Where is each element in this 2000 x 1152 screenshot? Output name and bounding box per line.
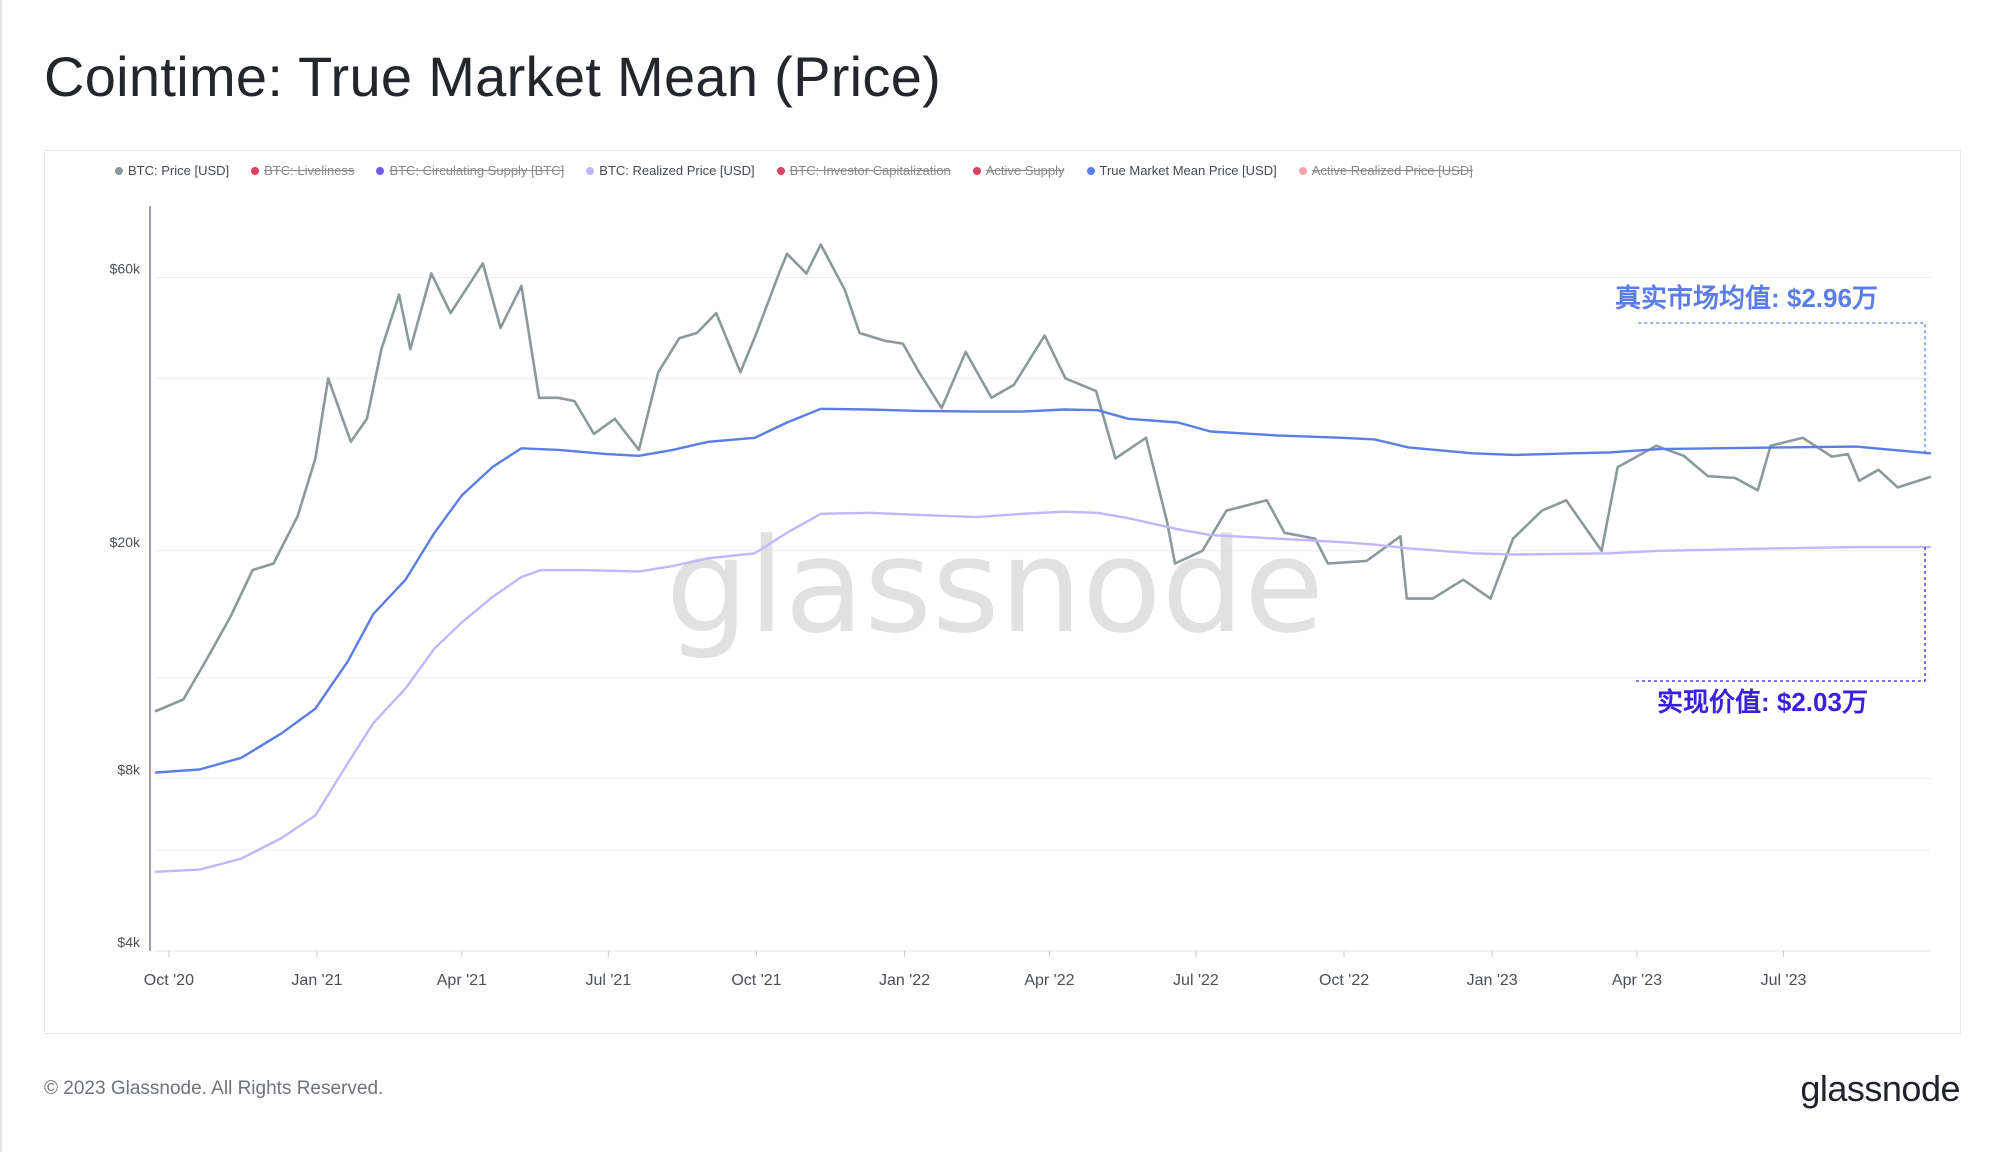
legend-label: True Market Mean Price [USD] xyxy=(1099,163,1277,178)
true-market-mean-line xyxy=(154,407,1932,774)
tmm-annotation-connector xyxy=(1635,322,1926,454)
x-tick-label: Jul '23 xyxy=(1761,972,1807,989)
x-tick-label: Oct '22 xyxy=(1319,972,1369,989)
legend-swatch xyxy=(376,166,385,175)
legend-swatch xyxy=(586,166,595,175)
x-tick-label: Apr '22 xyxy=(1024,972,1074,989)
legend-label: BTC: Price [USD] xyxy=(128,163,230,178)
y-tick-label: $8k xyxy=(117,762,141,778)
y-tick-label: $4k xyxy=(117,934,141,950)
legend-swatch xyxy=(776,166,785,175)
x-tick-label: Jul '22 xyxy=(1173,972,1219,989)
legend-item[interactable]: Active Supply xyxy=(972,163,1065,178)
legend-label: Active Realized Price [USD] xyxy=(1311,163,1473,178)
realized-annotation-label: 实现价值: $2.03万 xyxy=(1657,687,1868,717)
y-tick-label: $60k xyxy=(110,261,141,277)
price-series-line xyxy=(154,243,1932,713)
footer-logo: glassnode xyxy=(1800,1068,1960,1109)
realized-price-line xyxy=(154,510,1932,873)
left-border xyxy=(0,0,2,1152)
x-tick-label: Oct '21 xyxy=(731,972,781,989)
realized-annotation-connector xyxy=(1635,547,1926,682)
x-tick-label: Apr '23 xyxy=(1612,972,1662,989)
x-tick-label: Jan '22 xyxy=(879,972,930,989)
watermark: glassnode xyxy=(666,510,1324,662)
legend-item[interactable]: BTC: Liveliness xyxy=(251,163,354,178)
chart-card: BTC: Price [USD] BTC: Liveliness BTC: Circ… xyxy=(44,150,1961,1034)
y-tick-label: $20k xyxy=(110,534,141,550)
legend-item[interactable]: Active Realized Price [USD] xyxy=(1298,163,1473,178)
chart-legend: BTC: Price [USD] BTC: Liveliness BTC: Circ… xyxy=(115,163,1473,178)
chart-plot: $60k $20k $8k $4k Oct '20 Jan '21 Apr '21 Jul '… xyxy=(110,206,1932,989)
legend-item[interactable]: BTC: Circulating Supply [BTC] xyxy=(376,163,564,178)
legend-label: BTC: Realized Price [USD] xyxy=(599,163,755,178)
legend-item[interactable]: True Market Mean Price [USD] xyxy=(1086,163,1277,178)
x-tick-label: Jan '23 xyxy=(1467,972,1518,989)
legend-swatch xyxy=(115,166,123,175)
legend-label: BTC: Liveliness xyxy=(264,163,355,178)
legend-label: BTC: Circulating Supply [BTC] xyxy=(389,163,565,178)
x-tick-label: Apr '21 xyxy=(437,972,487,989)
footer-copyright: © 2023 Glassnode. All Rights Reserved. xyxy=(44,1078,384,1099)
page-title: Cointime: True Market Mean (Price) xyxy=(44,45,942,108)
legend-item[interactable]: BTC: Realized Price [USD] xyxy=(586,163,755,178)
legend-swatch xyxy=(1086,166,1095,175)
legend-label: BTC: Investor Capitalization xyxy=(789,163,951,178)
legend-item[interactable]: BTC: Price [USD] xyxy=(115,163,229,178)
x-tick-label: Jan '21 xyxy=(291,972,342,989)
legend-swatch xyxy=(251,166,260,175)
x-tick-label: Oct '20 xyxy=(144,972,194,989)
x-tick-label: Jul '21 xyxy=(585,972,631,989)
legend-swatch xyxy=(1298,166,1307,175)
legend-label: Active Supply xyxy=(985,163,1065,178)
legend-item[interactable]: BTC: Investor Capitalization xyxy=(776,163,951,178)
legend-swatch xyxy=(972,166,981,175)
tmm-annotation-label: 真实市场均值: $2.96万 xyxy=(1615,283,1878,313)
